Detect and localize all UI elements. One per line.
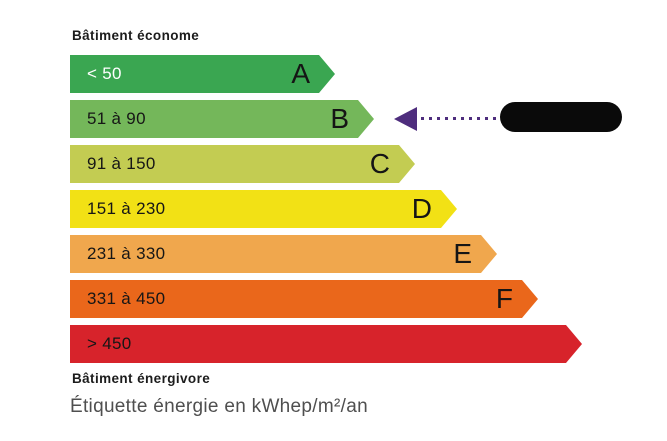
energy-range-label: 51 à 90 bbox=[87, 109, 146, 128]
energy-class-letter: D bbox=[411, 193, 432, 224]
energy-class-letter: A bbox=[291, 58, 310, 89]
energy-range-label: > 450 bbox=[87, 334, 132, 353]
energy-class-bar: 151 à 230 D bbox=[70, 190, 457, 228]
energy-range-label: 331 à 450 bbox=[87, 289, 166, 308]
top-annotation: Bâtiment économe bbox=[72, 28, 200, 43]
energy-class-letter: F bbox=[495, 283, 513, 314]
energy-class-bar: 231 à 330 E bbox=[70, 235, 497, 273]
energy-class-bar: 51 à 90 B bbox=[70, 100, 374, 138]
energy-range-label: 151 à 230 bbox=[87, 199, 166, 218]
energy-class-bar: 331 à 450 F bbox=[70, 280, 538, 318]
energy-range-label: < 50 bbox=[87, 64, 122, 83]
energy-class-row: 51 à 90 B bbox=[70, 100, 582, 138]
energy-scale: < 50 A 51 à 90 B 91 à 150 C 151 à 230 D … bbox=[70, 55, 582, 370]
energy-class-letter: E bbox=[453, 238, 472, 269]
energy-class-row: > 450 bbox=[70, 325, 582, 363]
energy-range-label: 91 à 150 bbox=[87, 154, 156, 173]
energy-class-bar: < 50 A bbox=[70, 55, 335, 93]
energy-class-row: 331 à 450 F bbox=[70, 280, 582, 318]
energy-class-row: < 50 A bbox=[70, 55, 582, 93]
energy-class-row: 151 à 230 D bbox=[70, 190, 582, 228]
energy-class-row: 231 à 330 E bbox=[70, 235, 582, 273]
bottom-annotation: Bâtiment énergivore bbox=[72, 371, 211, 386]
energy-range-label: 231 à 330 bbox=[87, 244, 166, 263]
chart-title: Étiquette énergie en kWhep/m²/an bbox=[70, 396, 368, 417]
energy-class-bar: > 450 bbox=[70, 325, 582, 363]
energy-class-letter: C bbox=[369, 148, 390, 179]
energy-class-letter: B bbox=[330, 103, 349, 134]
energy-class-row: 91 à 150 C bbox=[70, 145, 582, 183]
energy-class-bar: 91 à 150 C bbox=[70, 145, 415, 183]
marker-dotted-line bbox=[421, 117, 503, 120]
redacted-value bbox=[500, 102, 622, 132]
